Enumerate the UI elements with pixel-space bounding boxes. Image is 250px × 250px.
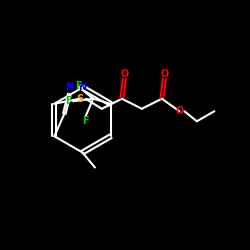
Text: O: O bbox=[120, 69, 128, 79]
Text: N: N bbox=[78, 82, 86, 92]
Text: N: N bbox=[65, 82, 74, 92]
Text: O: O bbox=[160, 69, 168, 79]
Text: F: F bbox=[75, 81, 82, 91]
Text: F: F bbox=[65, 96, 71, 106]
Text: S: S bbox=[76, 94, 83, 104]
Text: F: F bbox=[82, 116, 89, 126]
Text: O: O bbox=[175, 106, 184, 116]
